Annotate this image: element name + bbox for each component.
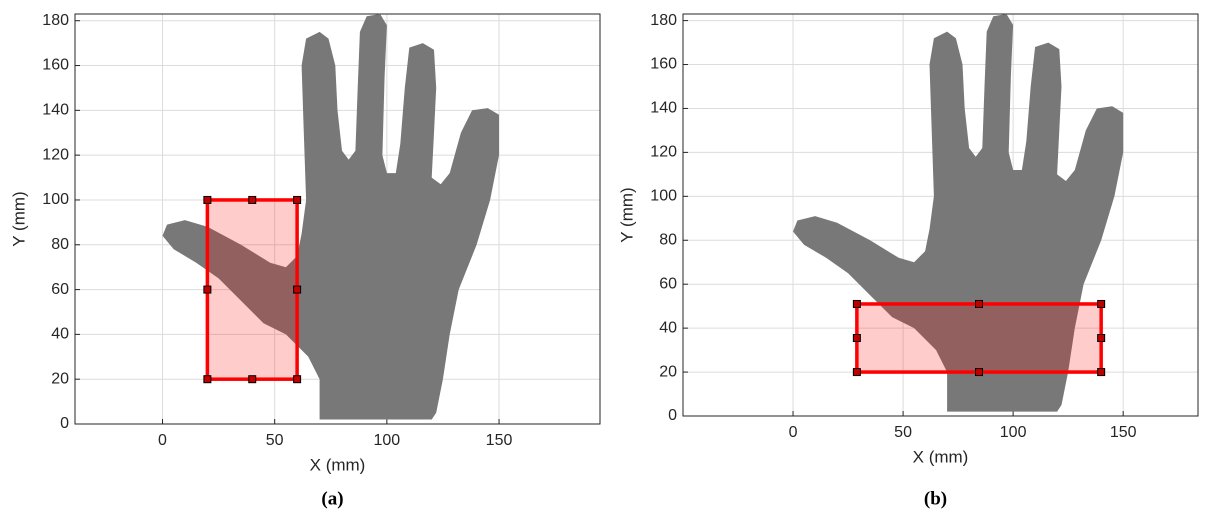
y-axis-label: Y (mm) xyxy=(617,187,636,242)
x-tick-label: 0 xyxy=(789,424,798,441)
y-tick-label: 40 xyxy=(51,326,69,343)
control-point xyxy=(853,335,860,342)
x-axis-label: X (mm) xyxy=(913,447,969,466)
x-tick-label: 100 xyxy=(374,432,401,449)
x-tick-label: 0 xyxy=(158,432,167,449)
control-point xyxy=(204,196,211,203)
panel: 0 20 40 60 80 100 120 140 160 180 0 50 100 150 X (mm) Y… xyxy=(617,12,1198,510)
y-tick-label: 180 xyxy=(42,12,69,29)
panel: 0 20 40 60 80 100 120 140 160 180 0 50 100 150 X (mm) Y… xyxy=(9,12,600,509)
control-point xyxy=(976,300,983,307)
y-tick-label: 60 xyxy=(659,275,677,292)
control-point xyxy=(204,286,211,293)
caption: (a) xyxy=(321,488,343,509)
y-tick-label: 0 xyxy=(60,415,69,432)
roi-rectangle xyxy=(207,200,297,379)
y-tick-label: 20 xyxy=(659,363,677,380)
y-tick-label: 160 xyxy=(650,56,677,73)
x-axis-label: X (mm) xyxy=(310,455,366,474)
y-tick-label: 100 xyxy=(650,188,677,205)
y-tick-label: 100 xyxy=(42,191,69,208)
x-tick-label: 100 xyxy=(1000,424,1027,441)
figure: 0 20 40 60 80 100 120 140 160 180 0 50 100 150 X (mm) Y… xyxy=(0,0,1223,517)
x-tick-label: 50 xyxy=(266,432,284,449)
control-point xyxy=(249,196,256,203)
control-point xyxy=(976,369,983,376)
control-point xyxy=(1098,300,1105,307)
control-point xyxy=(853,300,860,307)
control-point xyxy=(853,369,860,376)
roi-rectangle xyxy=(857,304,1101,372)
control-point xyxy=(294,376,301,383)
y-tick-label: 20 xyxy=(51,370,69,387)
x-tick-label: 150 xyxy=(486,432,513,449)
y-tick-label: 40 xyxy=(659,319,677,336)
y-tick-label: 60 xyxy=(51,281,69,298)
control-point xyxy=(1098,335,1105,342)
control-point xyxy=(294,286,301,293)
x-tick-label: 50 xyxy=(894,424,912,441)
control-point xyxy=(249,376,256,383)
x-tick-label: 150 xyxy=(1110,424,1137,441)
control-point xyxy=(204,376,211,383)
y-tick-label: 160 xyxy=(42,57,69,74)
y-tick-label: 120 xyxy=(42,146,69,163)
control-point xyxy=(294,196,301,203)
y-tick-label: 80 xyxy=(659,231,677,248)
caption: (b) xyxy=(924,488,947,509)
y-tick-label: 80 xyxy=(51,236,69,253)
y-tick-label: 140 xyxy=(42,102,69,119)
y-axis-label: Y (mm) xyxy=(9,191,28,246)
y-tick-label: 0 xyxy=(668,407,677,424)
y-tick-label: 180 xyxy=(650,12,677,29)
control-point xyxy=(1098,369,1105,376)
y-tick-label: 140 xyxy=(650,100,677,117)
y-tick-label: 120 xyxy=(650,144,677,161)
